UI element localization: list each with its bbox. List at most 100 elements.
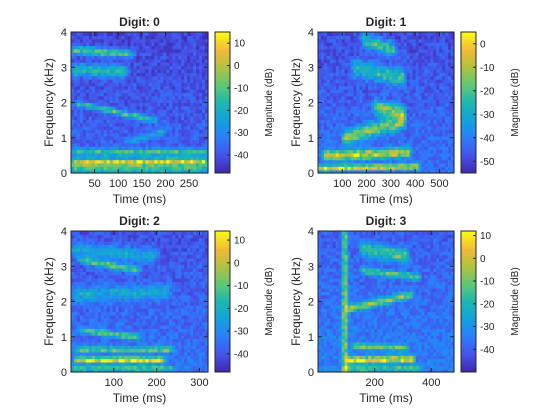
heat-cell: [448, 162, 452, 167]
heat-cell: [347, 35, 352, 40]
heat-cell: [79, 254, 84, 259]
x-tick-label: 400: [406, 178, 424, 190]
heat-cell: [409, 72, 414, 77]
heat-cell: [115, 55, 120, 60]
heat-cell: [439, 162, 443, 167]
heat-cell: [359, 95, 363, 100]
heat-cell: [109, 251, 114, 256]
heat-cell: [94, 75, 99, 80]
heat-cell: [383, 115, 387, 120]
heat-cell: [109, 274, 114, 279]
heat-cell: [103, 358, 108, 363]
heat-cell: [73, 169, 78, 174]
heat-cell: [400, 38, 405, 43]
heat-cell: [205, 115, 209, 120]
heat-cell: [193, 169, 197, 174]
heat-cell: [106, 328, 111, 333]
heat-cell: [439, 65, 443, 70]
heat-cell: [100, 341, 105, 346]
heat-cell: [82, 351, 87, 356]
heat-cell: [415, 156, 420, 161]
heat-cell: [184, 162, 188, 167]
heat-cell: [133, 109, 138, 114]
heat-cell: [112, 368, 117, 373]
heat-cell: [106, 261, 111, 266]
heat-cell: [359, 119, 363, 124]
heat-cell: [118, 169, 123, 174]
heat-cell: [139, 132, 144, 137]
heat-cell: [320, 126, 325, 130]
heat-cell: [184, 159, 188, 164]
heat-cell: [91, 358, 96, 363]
heat-cell: [145, 129, 150, 134]
heat-cell: [196, 99, 200, 104]
heat-cell: [79, 358, 84, 363]
heat-cell: [127, 261, 132, 266]
heat-cell: [145, 95, 150, 100]
heat-cell: [133, 308, 138, 313]
heat-cell: [97, 251, 102, 256]
heat-cell: [415, 45, 420, 50]
heat-cell: [383, 32, 387, 36]
heat-cell: [124, 294, 129, 299]
heat-cell: [338, 142, 343, 147]
heat-cell: [91, 149, 96, 154]
heat-cell: [374, 102, 378, 107]
heat-cell: [412, 45, 417, 50]
heat-cell: [403, 38, 408, 43]
heat-cell: [130, 45, 135, 50]
heat-cell: [193, 82, 197, 87]
heat-cell: [377, 109, 381, 114]
heat-cell: [145, 142, 150, 147]
heat-cell: [172, 95, 176, 100]
colorbar-step: [461, 47, 476, 51]
heat-cell: [184, 99, 188, 104]
heat-cell: [368, 152, 372, 157]
heat-cell: [365, 129, 369, 134]
heat-cell: [356, 79, 360, 83]
heat-cell: [73, 166, 78, 171]
heat-cell: [397, 112, 402, 117]
heat-cell: [368, 139, 372, 144]
heat-cell: [356, 58, 360, 63]
heat-cell: [103, 92, 108, 97]
heat-cell: [388, 58, 393, 63]
heat-cell: [88, 251, 93, 256]
heat-cell: [73, 105, 78, 110]
heat-cell: [97, 58, 102, 63]
heat-cell: [350, 68, 355, 73]
heat-cell: [142, 82, 147, 87]
heat-cell: [187, 126, 191, 130]
heat-cell: [88, 304, 93, 309]
heat-cell: [335, 35, 340, 40]
heat-cell: [178, 99, 182, 104]
heat-cell: [172, 142, 176, 147]
heat-cell: [394, 152, 399, 157]
heat-cell: [112, 79, 117, 83]
heat-cell: [344, 115, 349, 120]
heat-cell: [436, 126, 440, 130]
heat-cell: [439, 109, 443, 114]
heat-cell: [329, 115, 334, 120]
heat-cell: [85, 42, 90, 47]
heat-cell: [175, 82, 179, 87]
heat-cell: [451, 85, 455, 90]
heat-cell: [187, 52, 191, 57]
colorbar-step: [461, 137, 476, 141]
heat-cell: [448, 68, 452, 73]
heat-cell: [97, 99, 102, 104]
heat-cell: [181, 79, 185, 83]
heat-cell: [136, 136, 141, 141]
heat-cell: [341, 152, 346, 157]
heat-cell: [106, 318, 111, 323]
heat-cell: [338, 52, 343, 57]
colorbar-step: [461, 93, 476, 97]
heat-cell: [136, 119, 141, 124]
heat-cell: [76, 68, 81, 73]
heat-cell: [151, 126, 155, 130]
heat-cell: [166, 82, 170, 87]
heat-cell: [193, 146, 197, 151]
heat-cell: [320, 82, 325, 87]
heat-cell: [193, 122, 197, 127]
heat-cell: [71, 251, 75, 256]
